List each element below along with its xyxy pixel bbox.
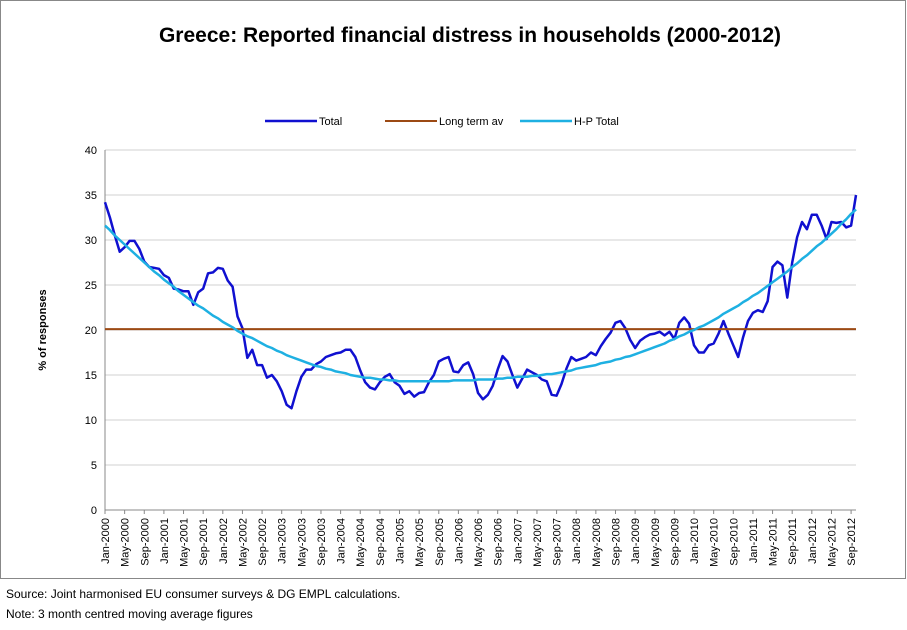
x-tick-label: Jan-2002	[218, 518, 230, 564]
y-tick-label: 0	[91, 505, 97, 517]
x-tick-label: Sep-2006	[493, 518, 505, 566]
x-tick-label: Jan-2009	[630, 518, 642, 564]
x-tick-label: May-2000	[120, 518, 132, 567]
x-tick-label: May-2009	[650, 518, 662, 567]
y-tick-label: 10	[85, 415, 97, 427]
x-tick-label: May-2002	[237, 518, 249, 567]
legend-label: Long term av	[439, 116, 504, 128]
x-tick-label: Sep-2003	[316, 518, 328, 566]
chart-frame	[0, 0, 906, 579]
y-tick-label: 25	[85, 280, 97, 292]
x-tick-label: Jan-2011	[748, 518, 760, 563]
x-tick-label: Sep-2001	[198, 518, 210, 566]
x-tick-label: Jan-2006	[453, 518, 465, 564]
x-tick-label: May-2005	[414, 518, 426, 567]
y-tick-label: 40	[85, 145, 97, 157]
x-tick-label: Sep-2008	[610, 518, 622, 566]
series-line	[104, 208, 857, 383]
chart-title: Greece: Reported financial distress in h…	[159, 24, 781, 47]
x-tick-label: May-2008	[591, 518, 603, 567]
footnote: Note: 3 month centred moving average fig…	[6, 607, 253, 621]
x-tick-label: May-2004	[355, 518, 367, 567]
x-tick-label: Jan-2000	[100, 518, 112, 564]
x-tick-label: Jan-2001	[159, 518, 171, 564]
x-tick-label: May-2007	[532, 518, 544, 567]
x-tick-label: Jan-2004	[336, 518, 348, 564]
source-note: Source: Joint harmonised EU consumer sur…	[6, 587, 400, 601]
x-tick-label: Sep-2004	[375, 518, 387, 566]
x-tick-label: Jan-2007	[512, 518, 524, 564]
x-tick-label: Sep-2000	[139, 518, 151, 566]
y-axis-label: % of responses	[37, 289, 49, 370]
x-tick-label: May-2006	[473, 518, 485, 567]
y-tick-label: 35	[85, 190, 97, 202]
x-tick-label: May-2012	[826, 518, 838, 567]
series-line	[103, 194, 858, 410]
x-tick-label: Jan-2003	[277, 518, 289, 564]
x-tick-label: Jan-2010	[689, 518, 701, 564]
legend-label: H-P Total	[574, 116, 619, 128]
x-tick-label: Jan-2005	[395, 518, 407, 564]
y-tick-label: 5	[91, 460, 97, 472]
legend-label: Total	[319, 116, 342, 128]
x-tick-label: Sep-2010	[728, 518, 740, 566]
x-tick-label: May-2003	[296, 518, 308, 567]
x-tick-label: Jan-2012	[807, 518, 819, 564]
x-tick-label: May-2011	[768, 518, 780, 566]
x-tick-label: Sep-2009	[669, 518, 681, 566]
y-tick-label: 30	[85, 235, 97, 247]
y-tick-label: 20	[85, 325, 97, 337]
x-tick-label: Sep-2011	[787, 518, 799, 565]
x-tick-label: May-2010	[709, 518, 721, 567]
x-tick-label: Sep-2002	[257, 518, 269, 566]
x-tick-label: Jan-2008	[571, 518, 583, 564]
x-tick-label: May-2001	[179, 518, 191, 567]
x-tick-label: Sep-2005	[434, 518, 446, 566]
x-tick-label: Sep-2012	[846, 518, 858, 566]
x-tick-label: Sep-2007	[552, 518, 564, 566]
y-tick-label: 15	[85, 370, 97, 382]
